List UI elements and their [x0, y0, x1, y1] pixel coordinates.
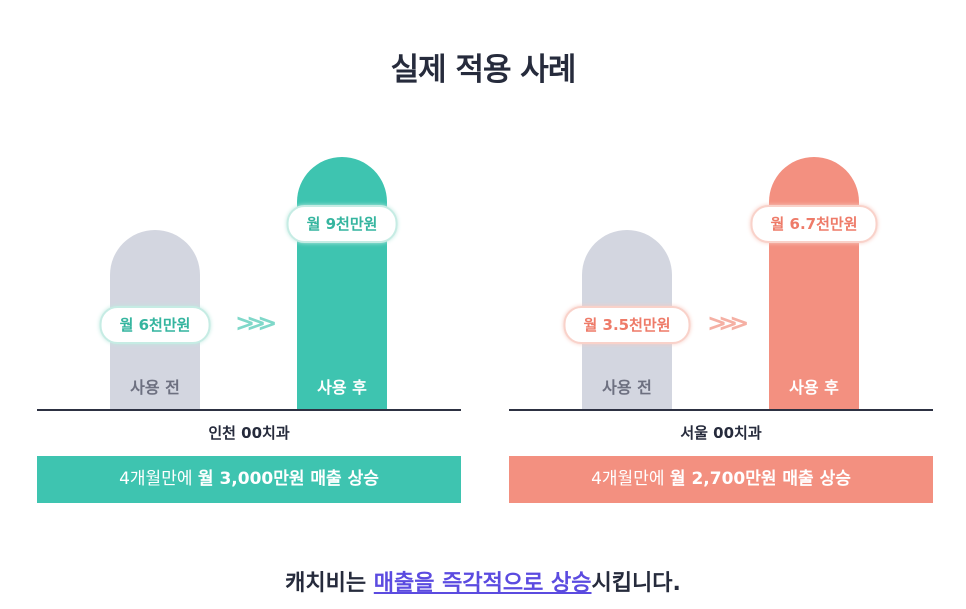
before-label: 사용 전: [602, 378, 652, 397]
footer-prefix: 캐치비는: [285, 571, 367, 596]
clinic: 인천 00치과: [208, 424, 290, 442]
summary: 4개월만에 월 2,700만원 매출 상승: [509, 456, 933, 503]
arrow: >>>: [707, 309, 749, 337]
before-value: 월 6천만원: [99, 306, 211, 344]
summary-prefix: 4개월만에: [591, 469, 665, 489]
footer-suffix: 시킵니다.: [591, 571, 681, 596]
arrow: >>>: [235, 309, 277, 337]
before-label: 사용 전: [130, 378, 180, 397]
clinic: 서울 00치과: [680, 424, 762, 442]
baseline: [37, 409, 461, 411]
footer: 캐치비는 매출을 즉각적으로 상승시킵니다.: [0, 565, 966, 597]
after-value: 월 6.7천만원: [750, 205, 878, 243]
summary-prefix: 4개월만에: [119, 469, 193, 489]
after-bar: 사용 후: [297, 157, 387, 410]
footer-highlight: 매출을 즉각적으로 상승: [373, 571, 592, 596]
summary-bold: 월 3,000만원 매출 상승: [197, 469, 379, 489]
case-panel: 사용 전 사용 후 월 3.5천만원 월 6.7천만원 >>> 서울 00치과 …: [509, 0, 933, 609]
summary: 4개월만에 월 3,000만원 매출 상승: [37, 456, 461, 503]
after-bar: 사용 후: [769, 157, 859, 410]
case-panel: 사용 전 사용 후 월 6천만원 월 9천만원 >>> 인천 00치과 4개월만…: [37, 0, 461, 609]
before-value: 월 3.5천만원: [563, 306, 691, 344]
title: 실제 적용 사례: [390, 52, 577, 88]
baseline: [509, 409, 933, 411]
after-value: 월 9천만원: [286, 205, 398, 243]
after-label: 사용 후: [789, 378, 839, 397]
summary-bold: 월 2,700만원 매출 상승: [669, 469, 851, 489]
after-label: 사용 후: [317, 378, 367, 397]
